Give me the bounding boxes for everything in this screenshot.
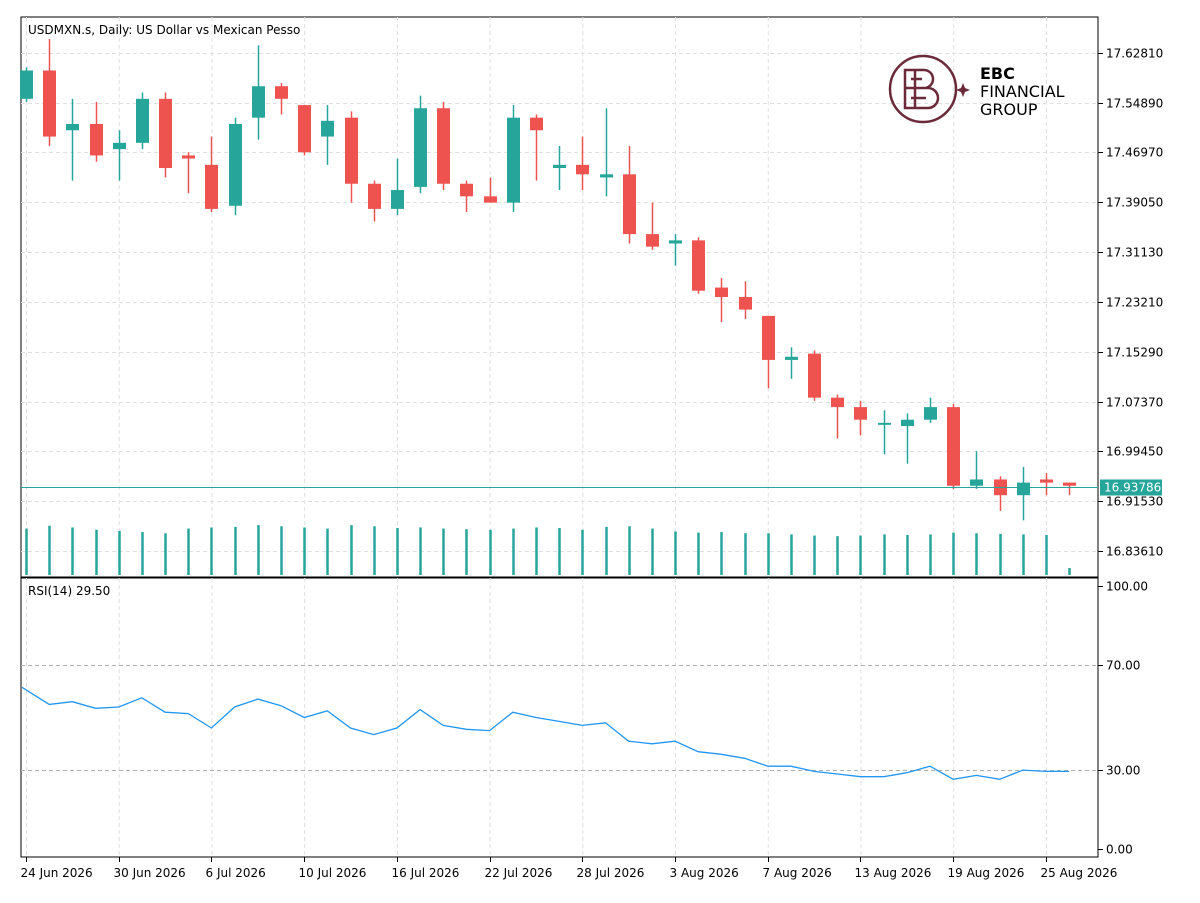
rsi-panel-frame [20,577,1099,858]
price-tick-label: 16.99450 [1106,445,1163,459]
candle-body [831,397,844,408]
candle-body [715,287,728,297]
candle-body [136,98,149,143]
price-tick-label: 17.31130 [1106,246,1163,260]
rsi-axis: 100.00 70.00 30.00 0.00 [1098,580,1148,857]
candle-body [878,422,891,425]
candle-body [321,120,334,137]
time-tick-label: 22 Jul 2026 [485,866,553,880]
candle-body [182,155,195,159]
volume-bars [25,525,1071,575]
candle-body [669,240,682,244]
chart-title: USDMXN.s, Daily: US Dollar vs Mexican Pe… [28,23,300,37]
candle-body [345,117,358,184]
time-tick-label: 30 Jun 2026 [114,866,186,880]
price-axis: 17.62810 17.54890 17.46970 17.39050 17.31130… [1098,47,1163,559]
logo-line-3: GROUP [980,100,1038,119]
time-tick-label: 6 Jul 2026 [206,866,266,880]
candle-body [66,123,79,131]
candle-body [507,117,520,203]
price-tick-label: 17.07370 [1106,396,1163,410]
rsi-levels [21,665,1098,771]
time-tick-label: 19 Aug 2026 [948,866,1025,880]
candle-body [901,419,914,426]
candle-body [692,240,705,291]
rsi-tick-label: 70.00 [1106,659,1140,673]
rsi-tick-label: 30.00 [1106,764,1140,778]
candle-body [924,407,937,420]
candle-body [113,142,126,150]
candle-body [159,98,172,169]
candle-body [391,190,404,209]
rsi-grid [26,578,1047,857]
rsi-line [21,686,1070,780]
current-price-label: 16.93786 [1104,481,1161,495]
candle-body [970,479,983,486]
candle-body [739,297,752,310]
candle-body [368,183,381,209]
rsi-tick-label: 100.00 [1106,580,1148,594]
price-tick-label: 16.83610 [1106,545,1163,559]
logo-eb-mark-icon [903,68,940,110]
candle-body [646,234,659,247]
candle-body [414,108,427,187]
candle-body [623,174,636,235]
time-axis: 24 Jun 2026 30 Jun 2026 6 Jul 2026 10 Jul 2… [21,857,1118,880]
price-tick-label: 17.23210 [1106,296,1163,310]
price-tick-label: 17.39050 [1106,196,1163,210]
price-panel-frame [20,16,1099,578]
candle-body [530,117,543,131]
candle-body [808,353,821,398]
logo-star-icon [956,83,970,97]
price-tick-label: 17.54890 [1106,97,1163,111]
time-tick-label: 7 Aug 2026 [763,866,832,880]
price-tick-label: 17.15290 [1106,346,1163,360]
time-tick-label: 24 Jun 2026 [21,866,93,880]
price-tick-label: 17.46970 [1106,146,1163,160]
time-tick-label: 13 Aug 2026 [855,866,932,880]
candlesticks [20,39,1076,521]
candle-body [947,407,960,486]
candle-body [298,105,311,153]
candle-body [1040,479,1053,483]
candle-body [1063,482,1076,486]
price-grid [21,17,1098,577]
ebc-logo: EBC FINANCIAL GROUP [888,54,1065,124]
candle-body [205,164,218,209]
candle-body [229,123,242,206]
candle-body [1017,482,1030,496]
candle-body [576,164,589,175]
candle-body [90,123,103,156]
candle-body [20,70,33,99]
candle-body [553,164,566,169]
logo-line-1: EBC [980,64,1015,83]
candle-body [437,108,450,184]
time-tick-label: 16 Jul 2026 [392,866,460,880]
rsi-label: RSI(14) 29.50 [28,584,110,598]
candle-body [252,86,265,118]
current-price-tag: 16.93786 [1100,479,1162,496]
time-tick-label: 3 Aug 2026 [670,866,739,880]
logo-line-2: FINANCIAL [980,82,1065,101]
candle-body [762,315,775,360]
price-tick-label: 16.91530 [1106,495,1163,509]
candle-body [484,196,497,203]
candle-body [854,407,867,420]
price-tick-label: 17.62810 [1106,47,1163,61]
candle-body [600,174,613,178]
logo-circle-icon [888,54,958,124]
candle-body [275,86,288,99]
candle-body [785,356,798,360]
time-tick-label: 25 Aug 2026 [1041,866,1118,880]
time-tick-label: 28 Jul 2026 [577,866,645,880]
candle-body [43,70,56,137]
candle-body [460,183,473,197]
rsi-tick-label: 0.00 [1106,843,1133,857]
time-tick-label: 10 Jul 2026 [299,866,367,880]
